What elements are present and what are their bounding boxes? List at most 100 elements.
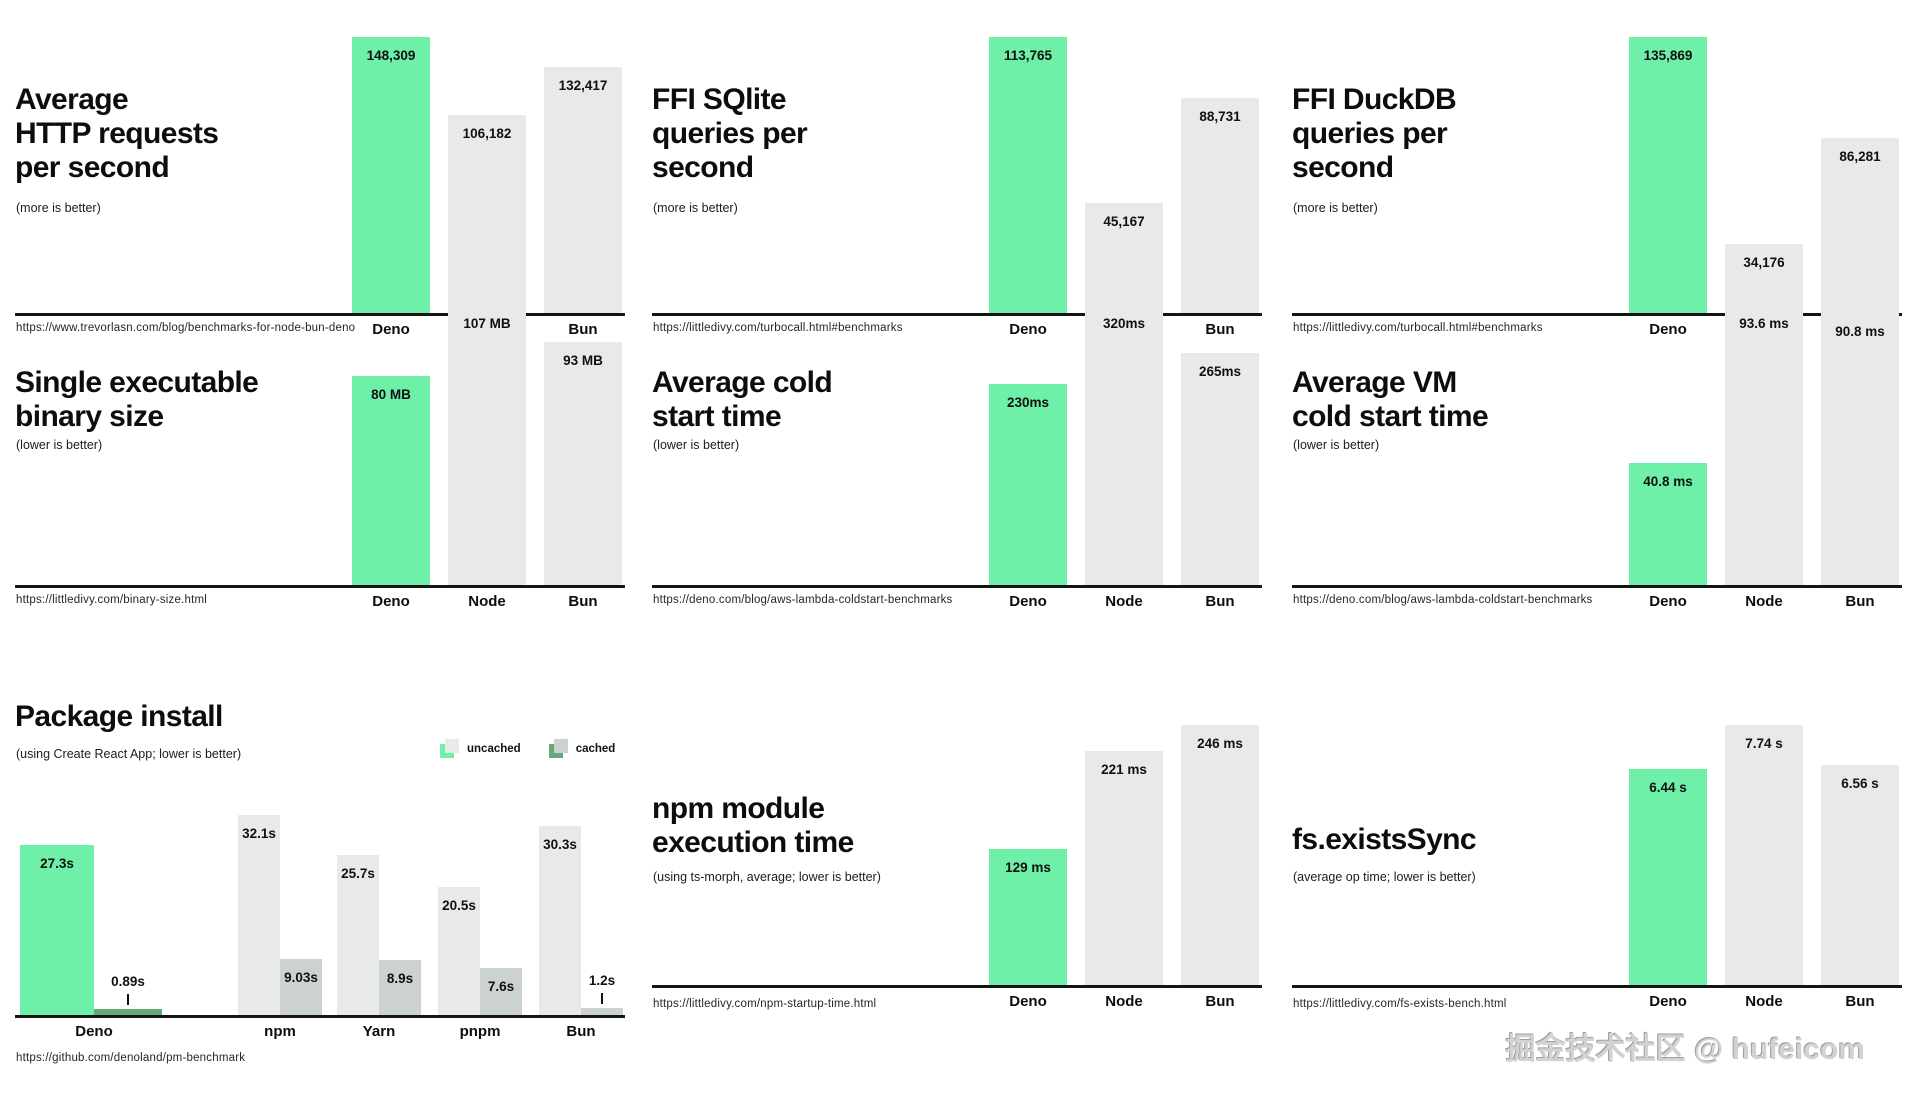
- bar-Deno: [1629, 769, 1707, 985]
- legend-label-cached: cached: [575, 742, 616, 755]
- bar-value-Deno: 80 MB: [371, 387, 411, 402]
- chart-title-line: FFI SQlite: [652, 83, 787, 116]
- chart-title-line: cold start time: [1292, 400, 1489, 433]
- bar-value-Node: 45,167: [1103, 214, 1145, 229]
- bar-Yarn-uncached: [337, 855, 379, 1015]
- chart-title: fs.existsSync: [1292, 823, 1477, 857]
- chart-title-line: queries per: [1292, 117, 1448, 150]
- axis-baseline: [1292, 585, 1902, 588]
- chart-title-line: binary size: [15, 400, 164, 433]
- chart-title-line: npm module: [652, 792, 825, 825]
- category-label-Deno: Deno: [372, 593, 410, 610]
- bar-value-Bun: 93 MB: [563, 353, 603, 368]
- chart-npm-module-execution: npm module execution time (using ts-morph,…: [652, 640, 1264, 1060]
- bar-Deno: [989, 384, 1067, 585]
- category-label-Node: Node: [1745, 593, 1783, 610]
- axis-baseline: [15, 1015, 625, 1018]
- source-url: https://littledivy.com/npm-startup-time.…: [653, 998, 877, 1010]
- swatch-front: [445, 739, 459, 753]
- category-label-Bun: Bun: [568, 593, 598, 610]
- chart-binary-size: Single executable binary size (lower is be…: [15, 300, 627, 720]
- chart-title: FFI DuckDB queries per second: [1292, 83, 1457, 185]
- bar-Bun: [544, 342, 622, 585]
- bar-value-Bun: 90.8 ms: [1835, 324, 1885, 339]
- category-label-Bun: Bun: [1845, 993, 1875, 1010]
- chart-title-line: Average cold: [652, 366, 833, 399]
- bar-Deno: [989, 849, 1067, 985]
- bar-Node: [1085, 305, 1163, 585]
- category-label-Deno: Deno: [1009, 593, 1047, 610]
- bar-Bun: [1181, 353, 1259, 585]
- category-label-Deno: Deno: [1649, 993, 1687, 1010]
- bar-value-npm-uncached: 32.1s: [242, 826, 276, 841]
- bar-value-Deno: 113,765: [1003, 48, 1053, 63]
- axis-baseline: [15, 585, 625, 588]
- bar-value-Bun: 132,417: [558, 78, 608, 93]
- bar-value-Deno: 148,309: [366, 48, 416, 63]
- chart-title-line: fs.existsSync: [1292, 823, 1477, 856]
- chart-title-line: Single executable: [15, 366, 259, 399]
- bar-value-Bun: 88,731: [1199, 109, 1241, 124]
- source-url: https://github.com/denoland/pm-benchmark: [16, 1052, 246, 1064]
- category-label-Yarn: Yarn: [362, 1023, 396, 1040]
- axis-baseline: [15, 313, 625, 316]
- chart-subtitle: (lower is better): [16, 438, 103, 452]
- bar-Deno: [1629, 37, 1707, 313]
- category-label-Node: Node: [468, 593, 506, 610]
- chart-package-install: Package install (using Create React App; …: [15, 695, 627, 1115]
- chart-subtitle: (using ts-morph, average; lower is bette…: [653, 870, 881, 884]
- bar-Deno: [352, 37, 430, 313]
- source-url: https://littledivy.com/turbocall.html#be…: [653, 322, 903, 334]
- bar-Node: [1725, 725, 1803, 985]
- axis-baseline: [652, 313, 1262, 316]
- chart-title: npm module execution time: [652, 792, 854, 860]
- chart-ffi-duckdb: FFI DuckDB queries per second (more is bett…: [1292, 25, 1904, 445]
- chart-title: Package install: [15, 700, 223, 734]
- bar-Node: [1725, 305, 1803, 585]
- bar-value-Bun-cached: 1.2s: [588, 973, 616, 988]
- chart-subtitle: (lower is better): [653, 438, 740, 452]
- category-label-Deno: Deno: [1009, 321, 1047, 338]
- benchmark-dashboard: Average HTTP requests per second (more is b…: [15, 25, 1904, 1066]
- source-url: https://littledivy.com/turbocall.html#be…: [1293, 322, 1543, 334]
- bar-value-Node: 221 ms: [1101, 762, 1147, 777]
- source-url: https://www.trevorlasn.com/blog/benchmar…: [16, 322, 356, 334]
- bar-pnpm-uncached: [438, 887, 480, 1015]
- category-label-Bun: Bun: [1845, 593, 1875, 610]
- source-url: https://deno.com/blog/aws-lambda-coldsta…: [653, 594, 953, 606]
- chart-ffi-sqlite: FFI SQlite queries per second (more is bett…: [652, 25, 1264, 445]
- category-label-Bun: Bun: [1205, 593, 1235, 610]
- bar-Node: [1085, 203, 1163, 313]
- chart-title-line: second: [652, 151, 754, 184]
- bar-Node: [448, 115, 526, 313]
- chart-subtitle: (average op time; lower is better): [1293, 870, 1476, 884]
- bar-Bun-uncached: [539, 826, 581, 1015]
- bar-value-pnpm-uncached: 20.5s: [442, 898, 476, 913]
- bar-value-Bun: 265ms: [1198, 364, 1242, 379]
- bar-Deno: [1629, 463, 1707, 585]
- axis-baseline: [652, 985, 1262, 988]
- bar-pnpm-cached: [480, 968, 522, 1015]
- bar-value-pnpm-cached: 7.6s: [487, 979, 515, 994]
- category-label-Node: Node: [1105, 993, 1143, 1010]
- axis-baseline: [1292, 985, 1902, 988]
- legend-label-uncached: uncached: [467, 742, 521, 755]
- category-label-pnpm: pnpm: [459, 1023, 501, 1040]
- bar-value-Node: 34,176: [1743, 255, 1785, 270]
- category-label-Node: Node: [1105, 593, 1143, 610]
- bar-value-Deno-uncached: 27.3s: [40, 856, 74, 871]
- bar-Deno: [352, 376, 430, 585]
- chart-title: FFI SQlite queries per second: [652, 83, 808, 185]
- chart-subtitle: (lower is better): [1293, 438, 1380, 452]
- chart-title: Average cold start time: [652, 366, 833, 434]
- bar-Bun: [1821, 138, 1899, 313]
- bar-value-Node: 7.74 s: [1745, 736, 1783, 751]
- bar-value-Node: 106,182: [462, 126, 512, 141]
- chart-title-line: Package install: [15, 700, 223, 733]
- category-label-Deno: Deno: [75, 1023, 113, 1040]
- bar-value-Bun: 6.56 s: [1841, 776, 1879, 791]
- bar-value-Yarn-cached: 8.9s: [386, 971, 414, 986]
- category-label-Deno: Deno: [372, 321, 410, 338]
- bar-value-Deno: 6.44 s: [1649, 780, 1687, 795]
- chart-cold-start: Average cold start time (lower is better) 2…: [652, 300, 1264, 720]
